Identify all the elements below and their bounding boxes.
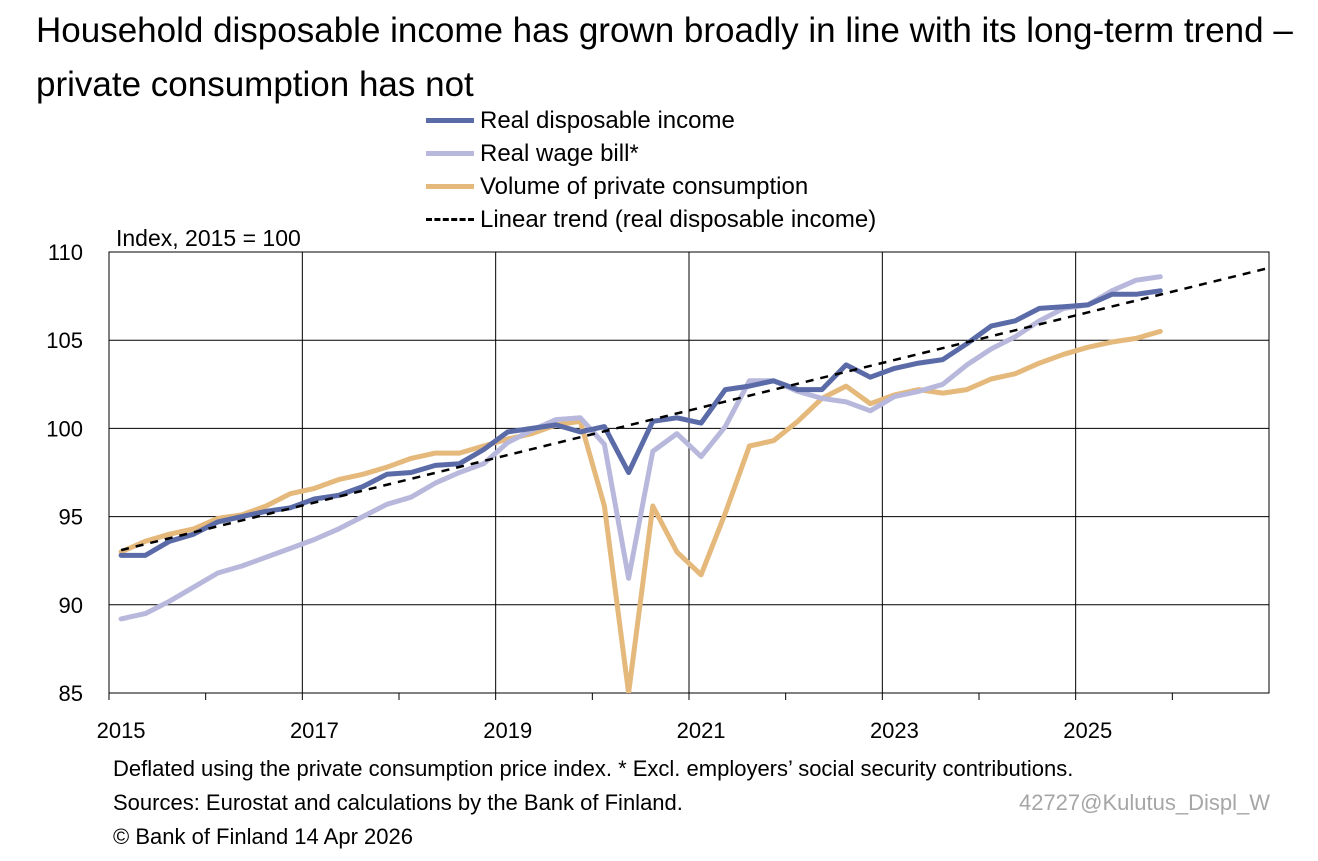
series-line-volume-of-private-consumption [118, 328, 1163, 693]
y-tick-label-105: 105 [46, 328, 83, 353]
footnote-sources: Sources: Eurostat and calculations by th… [113, 790, 683, 815]
legend-item-private-consumption: Volume of private consumption [426, 170, 876, 203]
legend-swatch-private-consumption [426, 184, 474, 189]
legend-swatch-real-disposable-income [426, 118, 474, 123]
legend-label-real-wage-bill: Real wage bill* [480, 139, 639, 167]
legend-swatch-linear-trend [426, 218, 474, 221]
y-axis-unit-label: Index, 2015 = 100 [116, 225, 301, 251]
series-line-real-disposable-income [118, 288, 1163, 558]
footnote-copyright: © Bank of Finland 14 Apr 2026 [113, 824, 413, 849]
legend-label-private-consumption: Volume of private consumption [480, 172, 809, 200]
chart-legend: Real disposable income Real wage bill* V… [426, 104, 876, 236]
x-tick-label-2025: 2025 [1063, 718, 1112, 743]
legend-label-linear-trend: Linear trend (real disposable income) [480, 205, 877, 233]
x-tick-label-2019: 2019 [483, 718, 532, 743]
y-tick-label-100: 100 [46, 416, 83, 441]
x-tick-label-2023: 2023 [870, 718, 919, 743]
y-tick-label-110: 110 [48, 240, 83, 265]
series-line-linear-trend-real-disposable-income [120, 266, 1269, 552]
legend-swatch-real-wage-bill [426, 151, 474, 156]
x-tick-label-2021: 2021 [677, 718, 726, 743]
x-tick-label-2015: 2015 [97, 718, 146, 743]
y-tick-label-90: 90 [59, 593, 83, 618]
legend-label-real-disposable-income: Real disposable income [480, 106, 735, 134]
legend-item-real-wage-bill: Real wage bill* [426, 137, 876, 170]
x-tick-label-2017: 2017 [290, 718, 339, 743]
y-tick-label-95: 95 [59, 505, 83, 530]
legend-item-real-disposable-income: Real disposable income [426, 104, 876, 137]
chart-title: Household disposable income has grown br… [36, 11, 1293, 104]
footnote-deflation: Deflated using the private consumption p… [113, 756, 1074, 781]
y-tick-label-85: 85 [59, 681, 83, 706]
legend-item-linear-trend: Linear trend (real disposable income) [426, 203, 876, 236]
chart-code: 42727@Kulutus_Displ_W [1018, 790, 1270, 815]
series-line-real-wage-bill [118, 274, 1163, 622]
